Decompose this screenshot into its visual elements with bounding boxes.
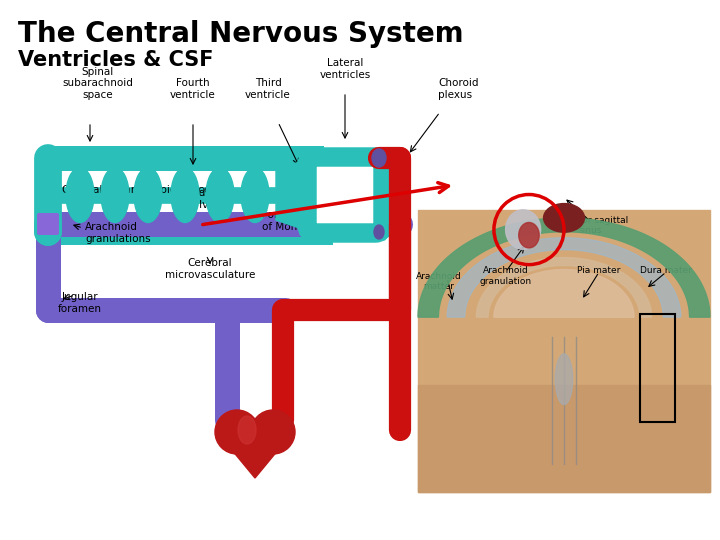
Text: Lateral
ventricles: Lateral ventricles <box>320 58 371 80</box>
Ellipse shape <box>372 149 386 167</box>
Text: Arachnoid
granulation: Arachnoid granulation <box>480 266 531 286</box>
Circle shape <box>39 301 57 319</box>
Polygon shape <box>418 210 710 492</box>
Circle shape <box>39 149 57 167</box>
Ellipse shape <box>374 225 384 239</box>
Text: The Central Nervous System: The Central Nervous System <box>18 20 464 48</box>
Circle shape <box>39 223 57 241</box>
Bar <box>640 314 675 422</box>
Circle shape <box>39 215 57 233</box>
Polygon shape <box>418 385 710 492</box>
Circle shape <box>392 216 408 232</box>
Ellipse shape <box>101 167 129 222</box>
Polygon shape <box>447 238 681 317</box>
Ellipse shape <box>544 204 585 232</box>
Text: Foramen
of Monro: Foramen of Monro <box>262 210 308 232</box>
Polygon shape <box>477 258 652 317</box>
Polygon shape <box>217 432 293 478</box>
Ellipse shape <box>555 354 573 404</box>
FancyBboxPatch shape <box>37 213 59 235</box>
Text: Superior sagittal
sinus: Superior sagittal sinus <box>553 215 628 235</box>
Circle shape <box>215 410 259 454</box>
Circle shape <box>392 302 408 318</box>
Text: Aqueduct
of Sylvius: Aqueduct of Sylvius <box>173 188 223 210</box>
FancyBboxPatch shape <box>307 157 383 233</box>
Ellipse shape <box>171 167 199 222</box>
Ellipse shape <box>518 222 539 248</box>
Ellipse shape <box>238 416 256 444</box>
Text: Ventricles & CSF: Ventricles & CSF <box>18 50 214 70</box>
Ellipse shape <box>241 167 269 222</box>
Ellipse shape <box>66 167 94 222</box>
Text: Arachnoid
matter: Arachnoid matter <box>415 272 462 292</box>
Ellipse shape <box>276 167 304 222</box>
Circle shape <box>251 410 295 454</box>
Text: Cerebral
microvasculature: Cerebral microvasculature <box>165 258 255 280</box>
Text: Dura mater: Dura mater <box>640 266 692 275</box>
Text: Pia mater: Pia mater <box>577 266 621 275</box>
Text: Fourth
ventricle: Fourth ventricle <box>170 78 216 100</box>
Ellipse shape <box>134 167 162 222</box>
Text: Arachnoid
granulations: Arachnoid granulations <box>85 222 150 244</box>
Ellipse shape <box>206 167 234 222</box>
Ellipse shape <box>505 210 541 249</box>
Polygon shape <box>494 269 634 317</box>
Text: Spinal
subarachnoid
space: Spinal subarachnoid space <box>63 67 133 100</box>
Text: Cortical subarachnoid space: Cortical subarachnoid space <box>51 185 210 195</box>
Text: Jugular
foramen: Jugular foramen <box>58 292 102 314</box>
Circle shape <box>392 150 408 166</box>
Polygon shape <box>418 218 710 317</box>
Text: Third
ventricle: Third ventricle <box>245 78 291 100</box>
Polygon shape <box>276 158 311 232</box>
Text: Choroid
plexus: Choroid plexus <box>438 78 479 100</box>
